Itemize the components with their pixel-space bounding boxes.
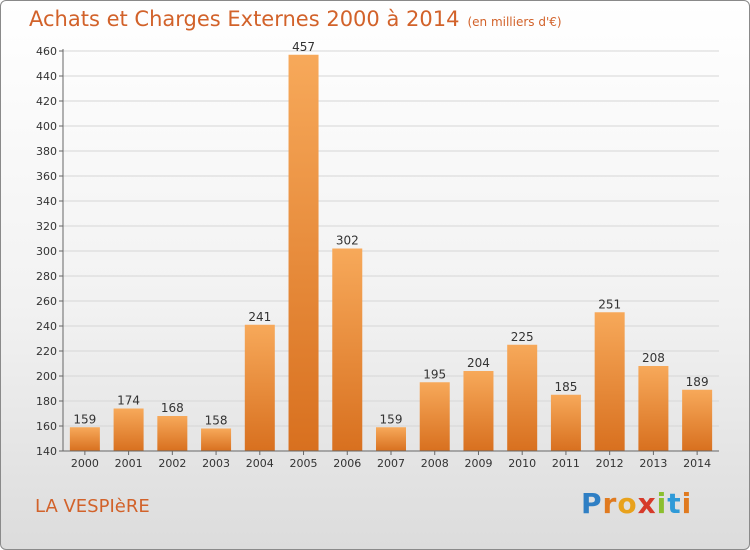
x-tick-label: 2010 [508, 457, 536, 470]
bar [288, 54, 319, 451]
bar [113, 408, 144, 451]
data-label: 208 [642, 351, 665, 365]
bar [419, 382, 450, 451]
axes: 140 160 180 200 220 240 260 280 300 320 340 360 380 4… [36, 45, 719, 470]
x-tick-label: 2001 [115, 457, 143, 470]
x-tick-label: 2014 [683, 457, 711, 470]
data-label: 241 [248, 310, 271, 324]
bar [332, 248, 363, 451]
bar [594, 312, 625, 451]
chart-title-unit: (en milliers d'€) [467, 15, 562, 29]
x-tick-label: 2008 [421, 457, 449, 470]
x-tick-label: 2012 [596, 457, 624, 470]
bars: 159 174 168 158 241 457 302 159 195 204 225 185 251 2… [69, 40, 713, 451]
y-tick-label: 180 [36, 395, 57, 408]
y-tick-label: 200 [36, 370, 57, 383]
data-label: 302 [336, 234, 359, 248]
y-tick-label: 340 [36, 195, 57, 208]
y-tick-label: 320 [36, 220, 57, 233]
x-tick-label: 2000 [71, 457, 99, 470]
x-tick-label: 2007 [377, 457, 405, 470]
data-label: 195 [423, 367, 446, 381]
data-label: 457 [292, 40, 315, 54]
bar [463, 371, 494, 451]
x-tick-label: 2002 [158, 457, 186, 470]
data-label: 225 [511, 330, 534, 344]
logo-letter: t [667, 487, 682, 520]
x-tick-label: 2011 [552, 457, 580, 470]
y-tick-label: 140 [36, 445, 57, 458]
bar [507, 344, 538, 451]
chart-title: Achats et Charges Externes 2000 à 2014 (e… [29, 7, 562, 31]
y-tick-label: 360 [36, 170, 57, 183]
data-label: 251 [598, 297, 621, 311]
bar [638, 366, 669, 451]
y-tick-label: 380 [36, 145, 57, 158]
y-tick-label: 400 [36, 120, 57, 133]
bar [201, 428, 232, 451]
data-label: 159 [380, 412, 403, 426]
data-label: 189 [686, 375, 709, 389]
x-tick-label: 2006 [333, 457, 361, 470]
y-tick-label: 420 [36, 95, 57, 108]
logo-letter: o [617, 487, 638, 520]
logo-letter: i [656, 487, 668, 520]
data-label: 158 [205, 414, 228, 428]
x-tick-label: 2009 [464, 457, 492, 470]
data-label: 185 [554, 380, 577, 394]
data-label: 159 [73, 412, 96, 426]
x-tick-label: 2005 [290, 457, 318, 470]
commune-name: LA VESPIèRE [35, 496, 150, 517]
proxiti-logo[interactable]: Proxiti [581, 487, 692, 520]
data-label: 174 [117, 394, 140, 408]
logo-letter: r [602, 487, 618, 520]
bar [682, 389, 713, 451]
bar [550, 394, 581, 451]
chart-title-main: Achats et Charges Externes 2000 à 2014 [29, 7, 460, 31]
bar [157, 416, 188, 451]
x-tick-label: 2004 [246, 457, 274, 470]
y-tick-label: 240 [36, 320, 57, 333]
y-tick-label: 160 [36, 420, 57, 433]
bar [244, 324, 275, 451]
logo-letter: i [681, 487, 693, 520]
x-tick-label: 2013 [639, 457, 667, 470]
data-label: 204 [467, 356, 490, 370]
y-tick-label: 460 [36, 45, 57, 58]
y-tick-label: 220 [36, 345, 57, 358]
y-tick-label: 440 [36, 70, 57, 83]
y-tick-label: 260 [36, 295, 57, 308]
bar [69, 427, 100, 451]
logo-letter: P [581, 487, 603, 520]
bar [376, 427, 406, 451]
y-tick-label: 300 [36, 245, 57, 258]
x-tick-label: 2003 [202, 457, 230, 470]
y-tick-label: 280 [36, 270, 57, 283]
data-label: 168 [161, 401, 184, 415]
logo-letter: x [637, 487, 657, 520]
